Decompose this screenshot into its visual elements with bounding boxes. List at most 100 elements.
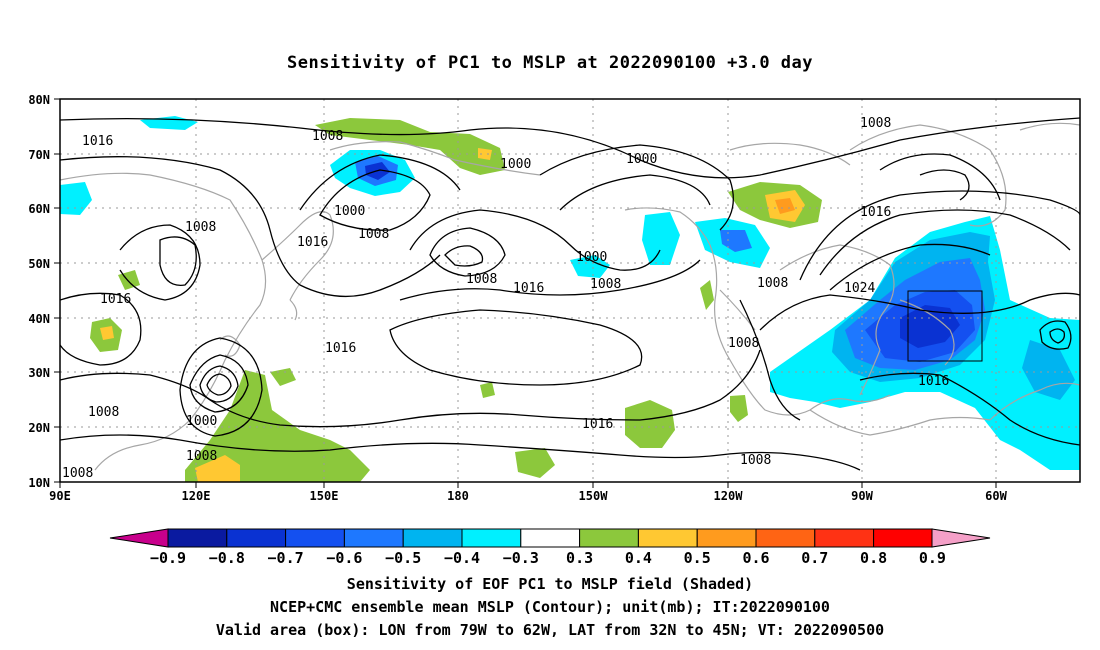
- lat-tick-label: 70N: [28, 148, 50, 162]
- contour-label: 1008: [860, 116, 891, 131]
- contour-label: 1008: [186, 449, 217, 464]
- positive-region-west-coast: [700, 280, 714, 310]
- positive-region-east-pacific: [625, 400, 675, 448]
- valid-area-box: [907, 290, 983, 362]
- colorbar-segment: [167, 528, 228, 548]
- contour-label: 1008: [312, 129, 343, 144]
- colorbar-left-arrow: [109, 528, 169, 548]
- colorbar-segment: [814, 528, 875, 548]
- colorbar-label: −0.3: [503, 549, 539, 567]
- lat-tick-label: 50N: [28, 257, 50, 271]
- lon-tick-label: 180: [447, 489, 469, 503]
- negative-region-alaska: [642, 212, 680, 265]
- contour-label: 1016: [325, 341, 356, 356]
- contour-label: 1016: [918, 374, 949, 389]
- contour-label: 1016: [513, 281, 544, 296]
- map-panel: 1016 1008 1000 1000 1000 1008 1008 1016 …: [60, 99, 1080, 482]
- colorbar-segment: [755, 528, 816, 548]
- positive-region-mexico: [730, 395, 748, 422]
- contour-label: 1008: [728, 336, 759, 351]
- contour-label: 1016: [100, 292, 131, 307]
- colorbar-label: −0.4: [444, 549, 480, 567]
- lon-tick-label: 60W: [985, 489, 1007, 503]
- contour-label: 1016: [860, 205, 891, 220]
- colorbar-label: 0.5: [684, 549, 711, 567]
- colorbar-segment: [579, 528, 639, 548]
- colorbar-segment: [461, 528, 522, 548]
- positive-region-china-core: [100, 326, 114, 340]
- colorbar-label: 0.4: [625, 549, 652, 567]
- contour-label: 1008: [358, 227, 389, 242]
- negative-region-greenland-west: [60, 182, 92, 215]
- colorbar-segment: [637, 528, 698, 548]
- caption-line-1: Sensitivity of EOF PC1 to MSLP field (Sh…: [347, 575, 753, 593]
- colorbar-label: 0.3: [566, 549, 593, 567]
- lon-tick-label: 90W: [851, 489, 873, 503]
- graticule: [60, 99, 1080, 482]
- contour-label: 1008: [757, 276, 788, 291]
- contour-label: 1016: [297, 235, 328, 250]
- contour-label: 1016: [82, 134, 113, 149]
- negative-region-east: [1022, 340, 1075, 400]
- colorbar: −0.9 −0.8 −0.7 −0.6 −0.5 −0.4 −0.3 0.3 0…: [109, 528, 991, 567]
- lon-tick-label: 120E: [182, 489, 211, 503]
- positive-region-philippines-core: [195, 455, 240, 482]
- mslp-contours: [60, 117, 1080, 471]
- contour-label: 1000: [186, 414, 217, 429]
- lat-tick-label: 30N: [28, 366, 50, 380]
- colorbar-label: −0.9: [150, 549, 186, 567]
- colorbar-label: −0.7: [268, 549, 304, 567]
- caption-line-3: Valid area (box): LON from 79W to 62W, L…: [216, 621, 884, 639]
- contour-label: 1008: [88, 405, 119, 420]
- coastlines: [60, 122, 1080, 471]
- contour-label: 1000: [576, 250, 607, 265]
- colorbar-segment: [285, 528, 345, 548]
- positive-region-pacific-mid: [480, 382, 495, 398]
- contour-label: 1000: [626, 152, 657, 167]
- colorbar-label: −0.6: [326, 549, 362, 567]
- colorbar-segment: [520, 528, 581, 548]
- negative-region-atlantic-dark: [900, 305, 960, 348]
- contour-label: 1008: [740, 453, 771, 468]
- contour-label: 1008: [466, 272, 497, 287]
- corner-label: 1008: [62, 466, 93, 481]
- positive-region-pacific-south: [515, 448, 555, 478]
- colorbar-label: 0.8: [860, 549, 887, 567]
- longitude-axis: 90E 120E 150E 180 150W 120W 90W 60W: [49, 482, 1008, 503]
- contour-label: 1024: [844, 281, 875, 296]
- figure-title: Sensitivity of PC1 to MSLP at 2022090100…: [287, 53, 813, 73]
- colorbar-label: 0.6: [742, 549, 769, 567]
- colorbar-label: −0.8: [209, 549, 245, 567]
- lat-tick-label: 40N: [28, 312, 50, 326]
- colorbar-segment: [402, 528, 463, 548]
- positive-region-siberia-core: [478, 148, 492, 160]
- caption-line-2: NCEP+CMC ensemble mean MSLP (Contour); u…: [270, 598, 830, 616]
- positive-region-west: [270, 368, 296, 386]
- colorbar-label: 0.9: [919, 549, 946, 567]
- latitude-axis: 10N 20N 30N 40N 50N 60N 70N 80N: [28, 93, 60, 490]
- contour-label: 1000: [334, 204, 365, 219]
- colorbar-label: 0.7: [801, 549, 828, 567]
- lon-tick-label: 90E: [49, 489, 71, 503]
- lat-tick-label: 60N: [28, 202, 50, 216]
- contour-label: 1016: [582, 417, 613, 432]
- contour-label: 1008: [185, 220, 216, 235]
- map-frame: [59, 98, 1081, 483]
- contour-label: 1008: [590, 277, 621, 292]
- colorbar-segment: [696, 528, 757, 548]
- lat-tick-label: 10N: [28, 476, 50, 490]
- colorbar-label: −0.5: [385, 549, 421, 567]
- colorbar-segment: [343, 528, 404, 548]
- lon-tick-label: 120W: [714, 489, 744, 503]
- negative-region-pacific-small: [570, 255, 610, 278]
- colorbar-right-arrow: [931, 528, 991, 548]
- positive-region-philippines: [185, 370, 370, 482]
- lon-tick-label: 150W: [579, 489, 609, 503]
- lat-tick-label: 20N: [28, 421, 50, 435]
- colorbar-segment: [226, 528, 287, 548]
- colorbar-segment: [873, 528, 933, 548]
- contour-label: 1000: [500, 157, 531, 172]
- contour-labels: 1016 1008 1000 1000 1000 1008 1008 1016 …: [82, 116, 949, 468]
- lon-tick-label: 150E: [310, 489, 339, 503]
